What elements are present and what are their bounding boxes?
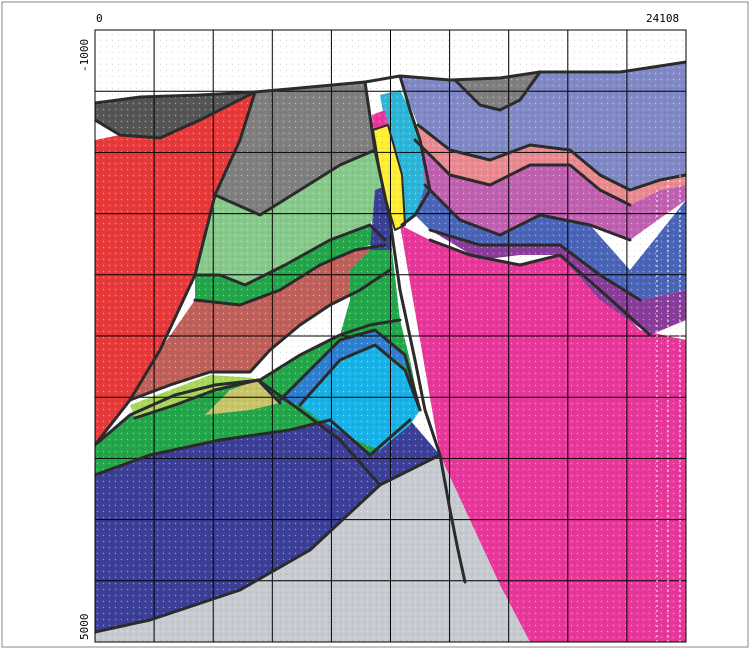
boundary-pink xyxy=(416,123,686,192)
boundary-gray xyxy=(213,148,377,217)
boundary-navy-top xyxy=(95,418,412,477)
boundary-blue xyxy=(423,183,632,242)
fault-east xyxy=(398,74,432,227)
boundary-brown xyxy=(128,268,392,402)
boundary-lime xyxy=(133,378,282,420)
plot-area xyxy=(95,30,686,642)
unit-boundaries xyxy=(95,60,686,634)
boundary-magenta-top xyxy=(428,238,652,337)
boundary-green-mid xyxy=(193,243,387,307)
y-axis-top-label: -1000 xyxy=(78,39,91,72)
x-axis-end-label: 24108 xyxy=(646,12,679,25)
boundary-diagonal-fault-west xyxy=(256,378,382,487)
topographic-surface xyxy=(95,60,686,105)
boundary-cyan xyxy=(298,343,422,412)
x-axis-start-label: 0 xyxy=(96,12,103,25)
boundary-orchid xyxy=(413,138,632,207)
plot-frame xyxy=(94,29,687,643)
y-axis-bottom-label: 5000 xyxy=(78,614,91,641)
boundary-gray-bowl xyxy=(453,70,542,112)
boundary-mid-blue xyxy=(278,328,422,412)
boundary-dark-gray xyxy=(95,90,257,140)
yellow-outline xyxy=(372,124,406,231)
boundary-light-green xyxy=(193,223,387,287)
boundary-basement-top xyxy=(95,453,442,634)
boundary-purple xyxy=(428,228,642,302)
